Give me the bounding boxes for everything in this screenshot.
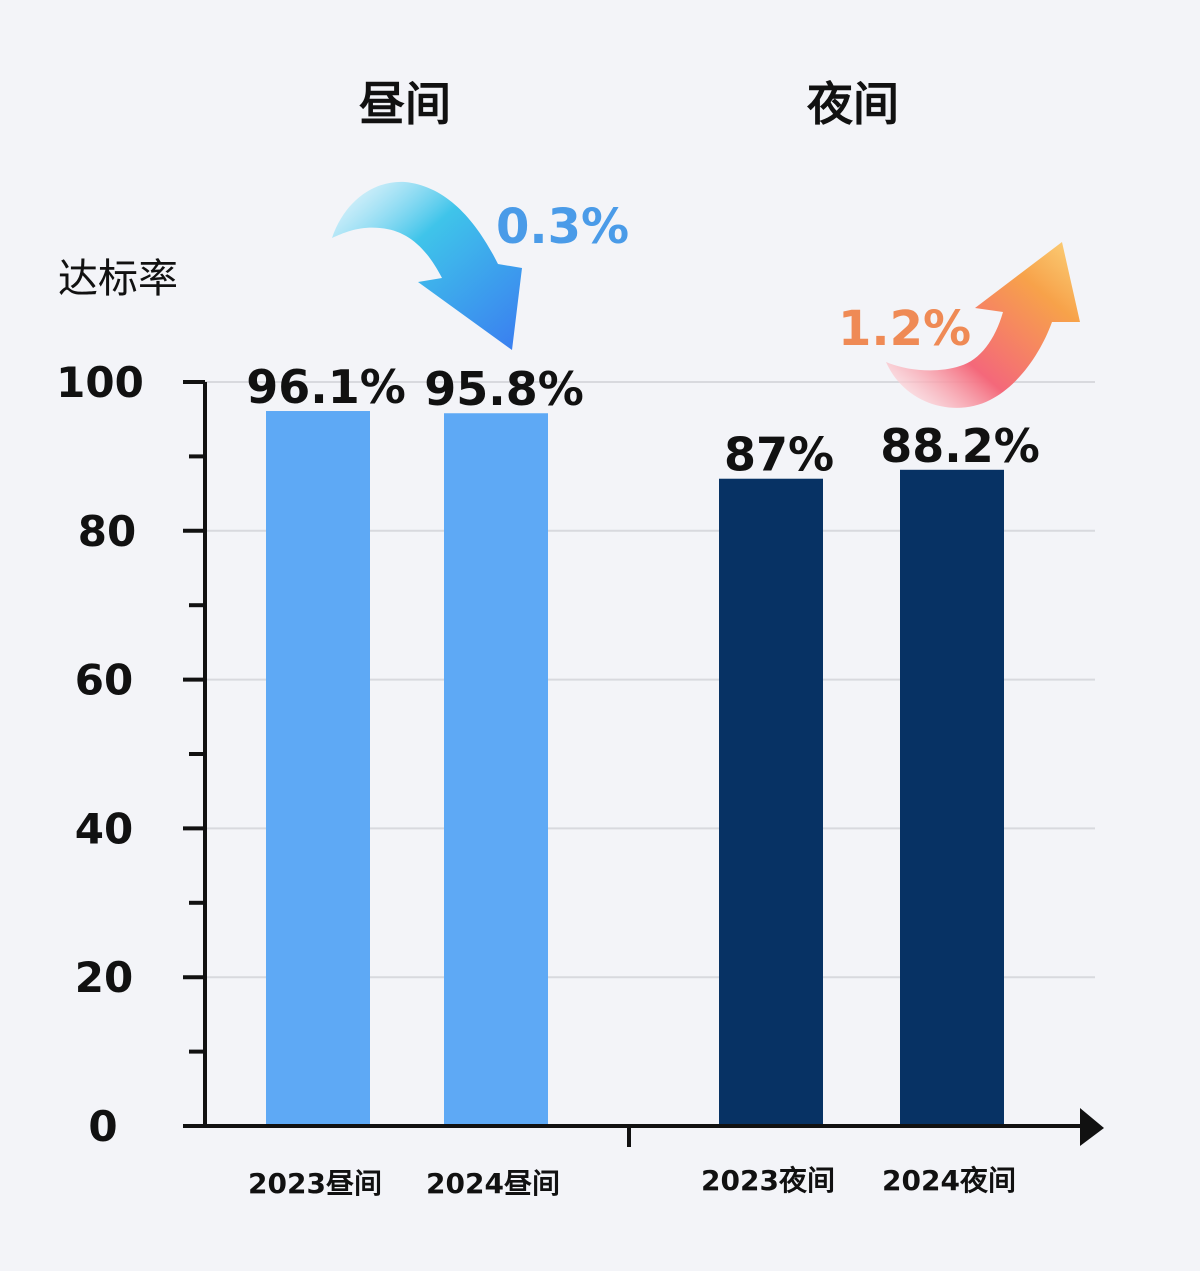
bars	[266, 411, 1004, 1127]
y-tick-label: 100	[56, 358, 144, 407]
bar-value-label: 88.2%	[880, 419, 1040, 473]
night-change-label: 1.2%	[838, 301, 971, 357]
bar	[719, 478, 823, 1127]
y-tick-label: 20	[75, 953, 133, 1002]
y-axis-label: 达标率	[58, 256, 178, 302]
y-tick-label: 0	[88, 1102, 117, 1151]
y-tick-label: 80	[78, 507, 136, 556]
y-axis-ticks	[183, 380, 205, 1128]
increase-arrow-icon	[886, 242, 1080, 408]
x-category-label: 2023夜间	[701, 1164, 835, 1197]
x-category-label: 2024昼间	[426, 1167, 560, 1200]
decrease-arrow-icon	[332, 181, 522, 350]
group-title-night: 夜间	[806, 77, 899, 131]
bar	[444, 413, 548, 1126]
x-category-label: 2023昼间	[248, 1167, 382, 1200]
x-category-label: 2024夜间	[882, 1164, 1016, 1197]
bar	[900, 469, 1004, 1126]
y-tick-label: 40	[75, 804, 133, 853]
group-title-day: 昼间	[359, 77, 451, 131]
data-labels: 0 20 40 60 80 100 96.1% 2023昼间 95.8% 2024昼间 87% 202…	[56, 358, 1040, 1200]
x-axis-arrow-icon	[1080, 1108, 1104, 1146]
bar-value-label: 96.1%	[246, 360, 406, 414]
bar-value-label: 95.8%	[424, 362, 584, 416]
bar-value-label: 87%	[724, 428, 834, 482]
day-change-label: 0.3%	[496, 199, 629, 255]
y-tick-label: 60	[75, 656, 133, 705]
bar	[266, 411, 370, 1126]
